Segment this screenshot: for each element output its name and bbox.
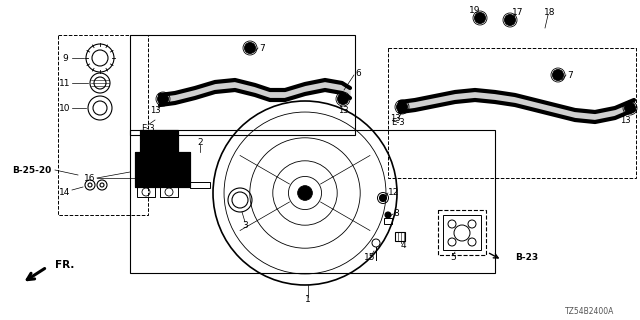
Bar	[130, 35, 355, 135]
Circle shape	[380, 195, 387, 202]
Bar	[190, 182, 210, 188]
Text: 2: 2	[197, 138, 203, 147]
Text: 8: 8	[393, 209, 399, 218]
Bar	[137, 187, 155, 197]
Bar	[135, 152, 190, 187]
Polygon shape	[515, 95, 535, 110]
Polygon shape	[555, 105, 575, 120]
Circle shape	[625, 102, 636, 114]
Text: 12: 12	[388, 188, 399, 196]
Polygon shape	[475, 90, 495, 102]
Text: 17: 17	[512, 7, 524, 17]
Text: 11: 11	[60, 78, 71, 87]
Text: B-25-20: B-25-20	[12, 165, 51, 174]
Polygon shape	[435, 92, 455, 106]
Text: 10: 10	[60, 103, 71, 113]
Text: E-3: E-3	[141, 124, 155, 132]
Bar	[135, 152, 190, 187]
Text: 3: 3	[242, 220, 248, 229]
Bar	[58, 35, 148, 215]
Text: 15: 15	[364, 253, 376, 262]
Text: 9: 9	[62, 53, 68, 62]
Bar	[160, 187, 178, 197]
Circle shape	[552, 69, 563, 81]
Text: 5: 5	[450, 253, 456, 262]
Text: 13: 13	[150, 106, 160, 115]
Polygon shape	[215, 80, 235, 92]
Polygon shape	[195, 82, 215, 98]
Polygon shape	[175, 88, 195, 103]
Text: 1: 1	[305, 295, 311, 305]
Text: 14: 14	[60, 188, 70, 196]
Text: 13: 13	[620, 116, 630, 124]
Bar	[140, 130, 178, 152]
Polygon shape	[415, 96, 435, 110]
Polygon shape	[255, 85, 270, 100]
Polygon shape	[342, 83, 350, 98]
Polygon shape	[535, 100, 555, 115]
Polygon shape	[400, 100, 415, 112]
Text: 18: 18	[544, 7, 556, 17]
Polygon shape	[615, 100, 634, 118]
Circle shape	[385, 212, 391, 218]
Circle shape	[504, 14, 515, 26]
Polygon shape	[160, 93, 175, 105]
Polygon shape	[270, 90, 285, 100]
Text: 7: 7	[567, 70, 573, 79]
Text: 6: 6	[355, 68, 361, 77]
Bar	[443, 215, 481, 250]
Polygon shape	[575, 110, 595, 122]
Text: 7: 7	[259, 44, 265, 52]
Polygon shape	[595, 108, 615, 122]
Text: B-23: B-23	[515, 253, 538, 262]
Circle shape	[337, 93, 349, 105]
Polygon shape	[235, 80, 255, 95]
Text: TZ54B2400A: TZ54B2400A	[565, 308, 614, 316]
Polygon shape	[305, 80, 325, 94]
Bar	[438, 210, 486, 255]
Text: 13: 13	[390, 114, 400, 123]
Text: 4: 4	[400, 241, 406, 250]
Text: FR.: FR.	[55, 260, 74, 270]
Bar	[384, 218, 392, 224]
Bar	[395, 232, 405, 241]
Circle shape	[397, 101, 408, 113]
Text: E-3: E-3	[391, 117, 405, 126]
Polygon shape	[455, 90, 475, 102]
Circle shape	[157, 93, 168, 105]
Bar	[140, 130, 178, 152]
Polygon shape	[285, 84, 305, 100]
Circle shape	[244, 43, 255, 53]
Text: 19: 19	[469, 5, 481, 14]
Text: 16: 16	[84, 173, 96, 182]
Circle shape	[298, 186, 312, 200]
Polygon shape	[495, 92, 515, 105]
Circle shape	[474, 12, 486, 23]
Bar	[388, 48, 636, 178]
Polygon shape	[325, 80, 342, 93]
Bar	[130, 130, 495, 273]
Text: 13: 13	[338, 106, 348, 115]
